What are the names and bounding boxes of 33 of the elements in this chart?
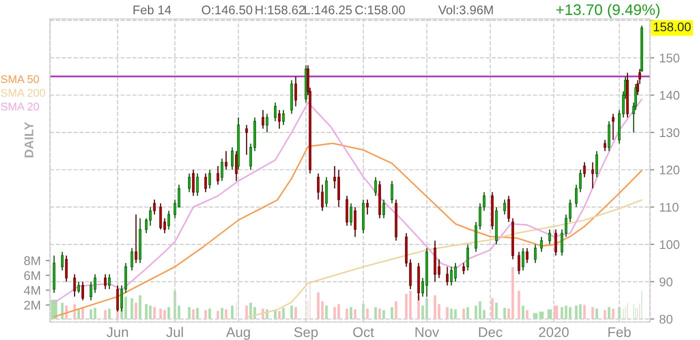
text: SMA 200 — [0, 88, 46, 97]
y-tick-label: 100 — [660, 240, 680, 250]
x-tick-label: Jun — [106, 327, 128, 338]
text: C:158.00 — [355, 6, 405, 14]
x-tick-label: Nov — [416, 327, 440, 338]
chart-subtitle: +13.70 (9.49%) — [556, 4, 660, 18]
x-tick-label: Feb — [608, 326, 631, 338]
text: O:146.50 — [202, 6, 252, 14]
y-tick-label: 140 — [660, 90, 680, 100]
x-tick-label: Jul — [166, 326, 183, 338]
x-tick-label: Aug — [226, 327, 250, 340]
text: Vol:3.96M — [438, 5, 493, 14]
x-tick-label: 2020 — [539, 327, 569, 338]
text: SMA 20 — [0, 102, 39, 110]
y2-tick-label: 8M — [24, 256, 40, 266]
y2-tick-label: 6M — [24, 271, 40, 280]
text: DAILY — [24, 122, 34, 158]
text: L:146.25 — [304, 6, 352, 14]
text: H:158.62 — [256, 6, 305, 14]
x-tick-label: Dec — [479, 327, 502, 338]
y-tick-label: 90 — [660, 278, 672, 286]
text: Feb 14 — [134, 5, 172, 14]
y-tick-label: 150 — [660, 54, 680, 62]
y-tick-label: 110 — [660, 202, 678, 212]
y-tick-label: 80 — [660, 314, 672, 324]
text: SMA 50 — [0, 75, 39, 84]
x-tick-label: Sep — [294, 327, 318, 340]
y-tick-label: 120 — [660, 166, 680, 174]
annotation: 158.00 — [654, 22, 691, 32]
y2-tick-label: 2M — [24, 300, 40, 310]
y2-tick-label: 4M — [24, 286, 40, 295]
y-tick-label: 130 — [660, 128, 680, 138]
x-tick-label: Oct — [353, 327, 374, 338]
